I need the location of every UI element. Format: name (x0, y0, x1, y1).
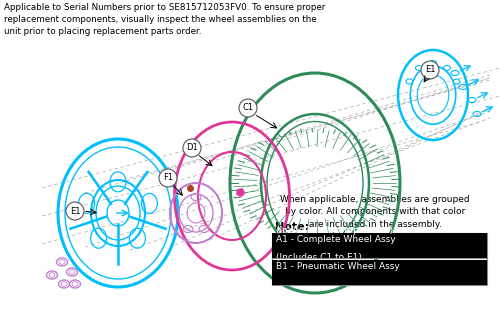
Text: (Includes C1 to E1): (Includes C1 to E1) (276, 253, 362, 262)
Text: When applicable, assemblies are grouped
by color. All components with that color: When applicable, assemblies are grouped … (280, 195, 470, 229)
Text: Applicable to Serial Numbers prior to SE815712053FV0. To ensure proper
replaceme: Applicable to Serial Numbers prior to SE… (4, 3, 326, 36)
Circle shape (239, 99, 257, 117)
Text: B1 - Pneumatic Wheel Assy: B1 - Pneumatic Wheel Assy (276, 262, 400, 271)
Bar (272, 233, 487, 285)
Circle shape (421, 61, 439, 79)
Circle shape (159, 169, 177, 187)
Text: (Includes all components): (Includes all components) (276, 226, 393, 235)
Text: E1: E1 (425, 66, 435, 74)
Bar (272, 260, 487, 285)
Text: F1: F1 (163, 173, 173, 183)
Circle shape (183, 139, 201, 157)
Text: Note:: Note: (275, 222, 309, 232)
Circle shape (66, 202, 84, 220)
Text: A1 - Complete Wheel Assy: A1 - Complete Wheel Assy (276, 235, 396, 244)
Bar (272, 233, 487, 258)
Text: D1: D1 (186, 144, 198, 152)
Text: E1: E1 (70, 206, 80, 216)
Text: C1: C1 (242, 103, 254, 113)
